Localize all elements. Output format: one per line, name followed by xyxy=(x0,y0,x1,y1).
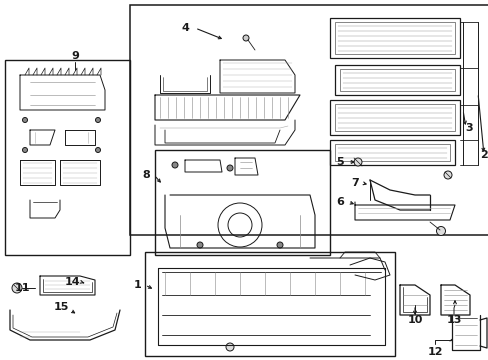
Circle shape xyxy=(95,148,101,153)
Bar xyxy=(339,69,454,91)
Bar xyxy=(329,18,459,58)
Text: 2: 2 xyxy=(479,150,487,160)
Bar xyxy=(155,150,329,255)
Text: 7: 7 xyxy=(350,178,358,188)
Circle shape xyxy=(22,117,27,122)
Circle shape xyxy=(225,343,234,351)
Bar xyxy=(334,144,449,161)
Text: 1: 1 xyxy=(134,280,142,290)
Text: 12: 12 xyxy=(427,347,442,357)
Bar xyxy=(130,5,488,235)
Text: 8: 8 xyxy=(142,170,149,180)
Circle shape xyxy=(436,226,445,235)
Text: 5: 5 xyxy=(336,157,343,167)
Circle shape xyxy=(95,117,101,122)
Text: 14: 14 xyxy=(65,277,81,287)
Bar xyxy=(334,22,454,54)
Text: 15: 15 xyxy=(53,302,68,312)
Bar xyxy=(5,60,130,255)
Circle shape xyxy=(443,171,451,179)
Circle shape xyxy=(22,148,27,153)
Text: 6: 6 xyxy=(335,197,343,207)
Text: 10: 10 xyxy=(407,315,422,325)
Circle shape xyxy=(197,242,203,248)
Text: 4: 4 xyxy=(181,23,188,33)
Circle shape xyxy=(12,283,22,293)
Text: 3: 3 xyxy=(464,123,472,133)
Bar xyxy=(334,104,454,131)
Text: 13: 13 xyxy=(446,315,461,325)
Bar xyxy=(329,140,454,165)
Text: 9: 9 xyxy=(71,51,79,61)
Text: 11: 11 xyxy=(14,283,30,293)
Bar xyxy=(334,65,459,95)
Circle shape xyxy=(276,242,283,248)
Bar xyxy=(145,252,394,356)
Circle shape xyxy=(353,158,361,166)
Circle shape xyxy=(226,165,232,171)
Bar xyxy=(329,100,459,135)
Circle shape xyxy=(243,35,248,41)
Circle shape xyxy=(172,162,178,168)
